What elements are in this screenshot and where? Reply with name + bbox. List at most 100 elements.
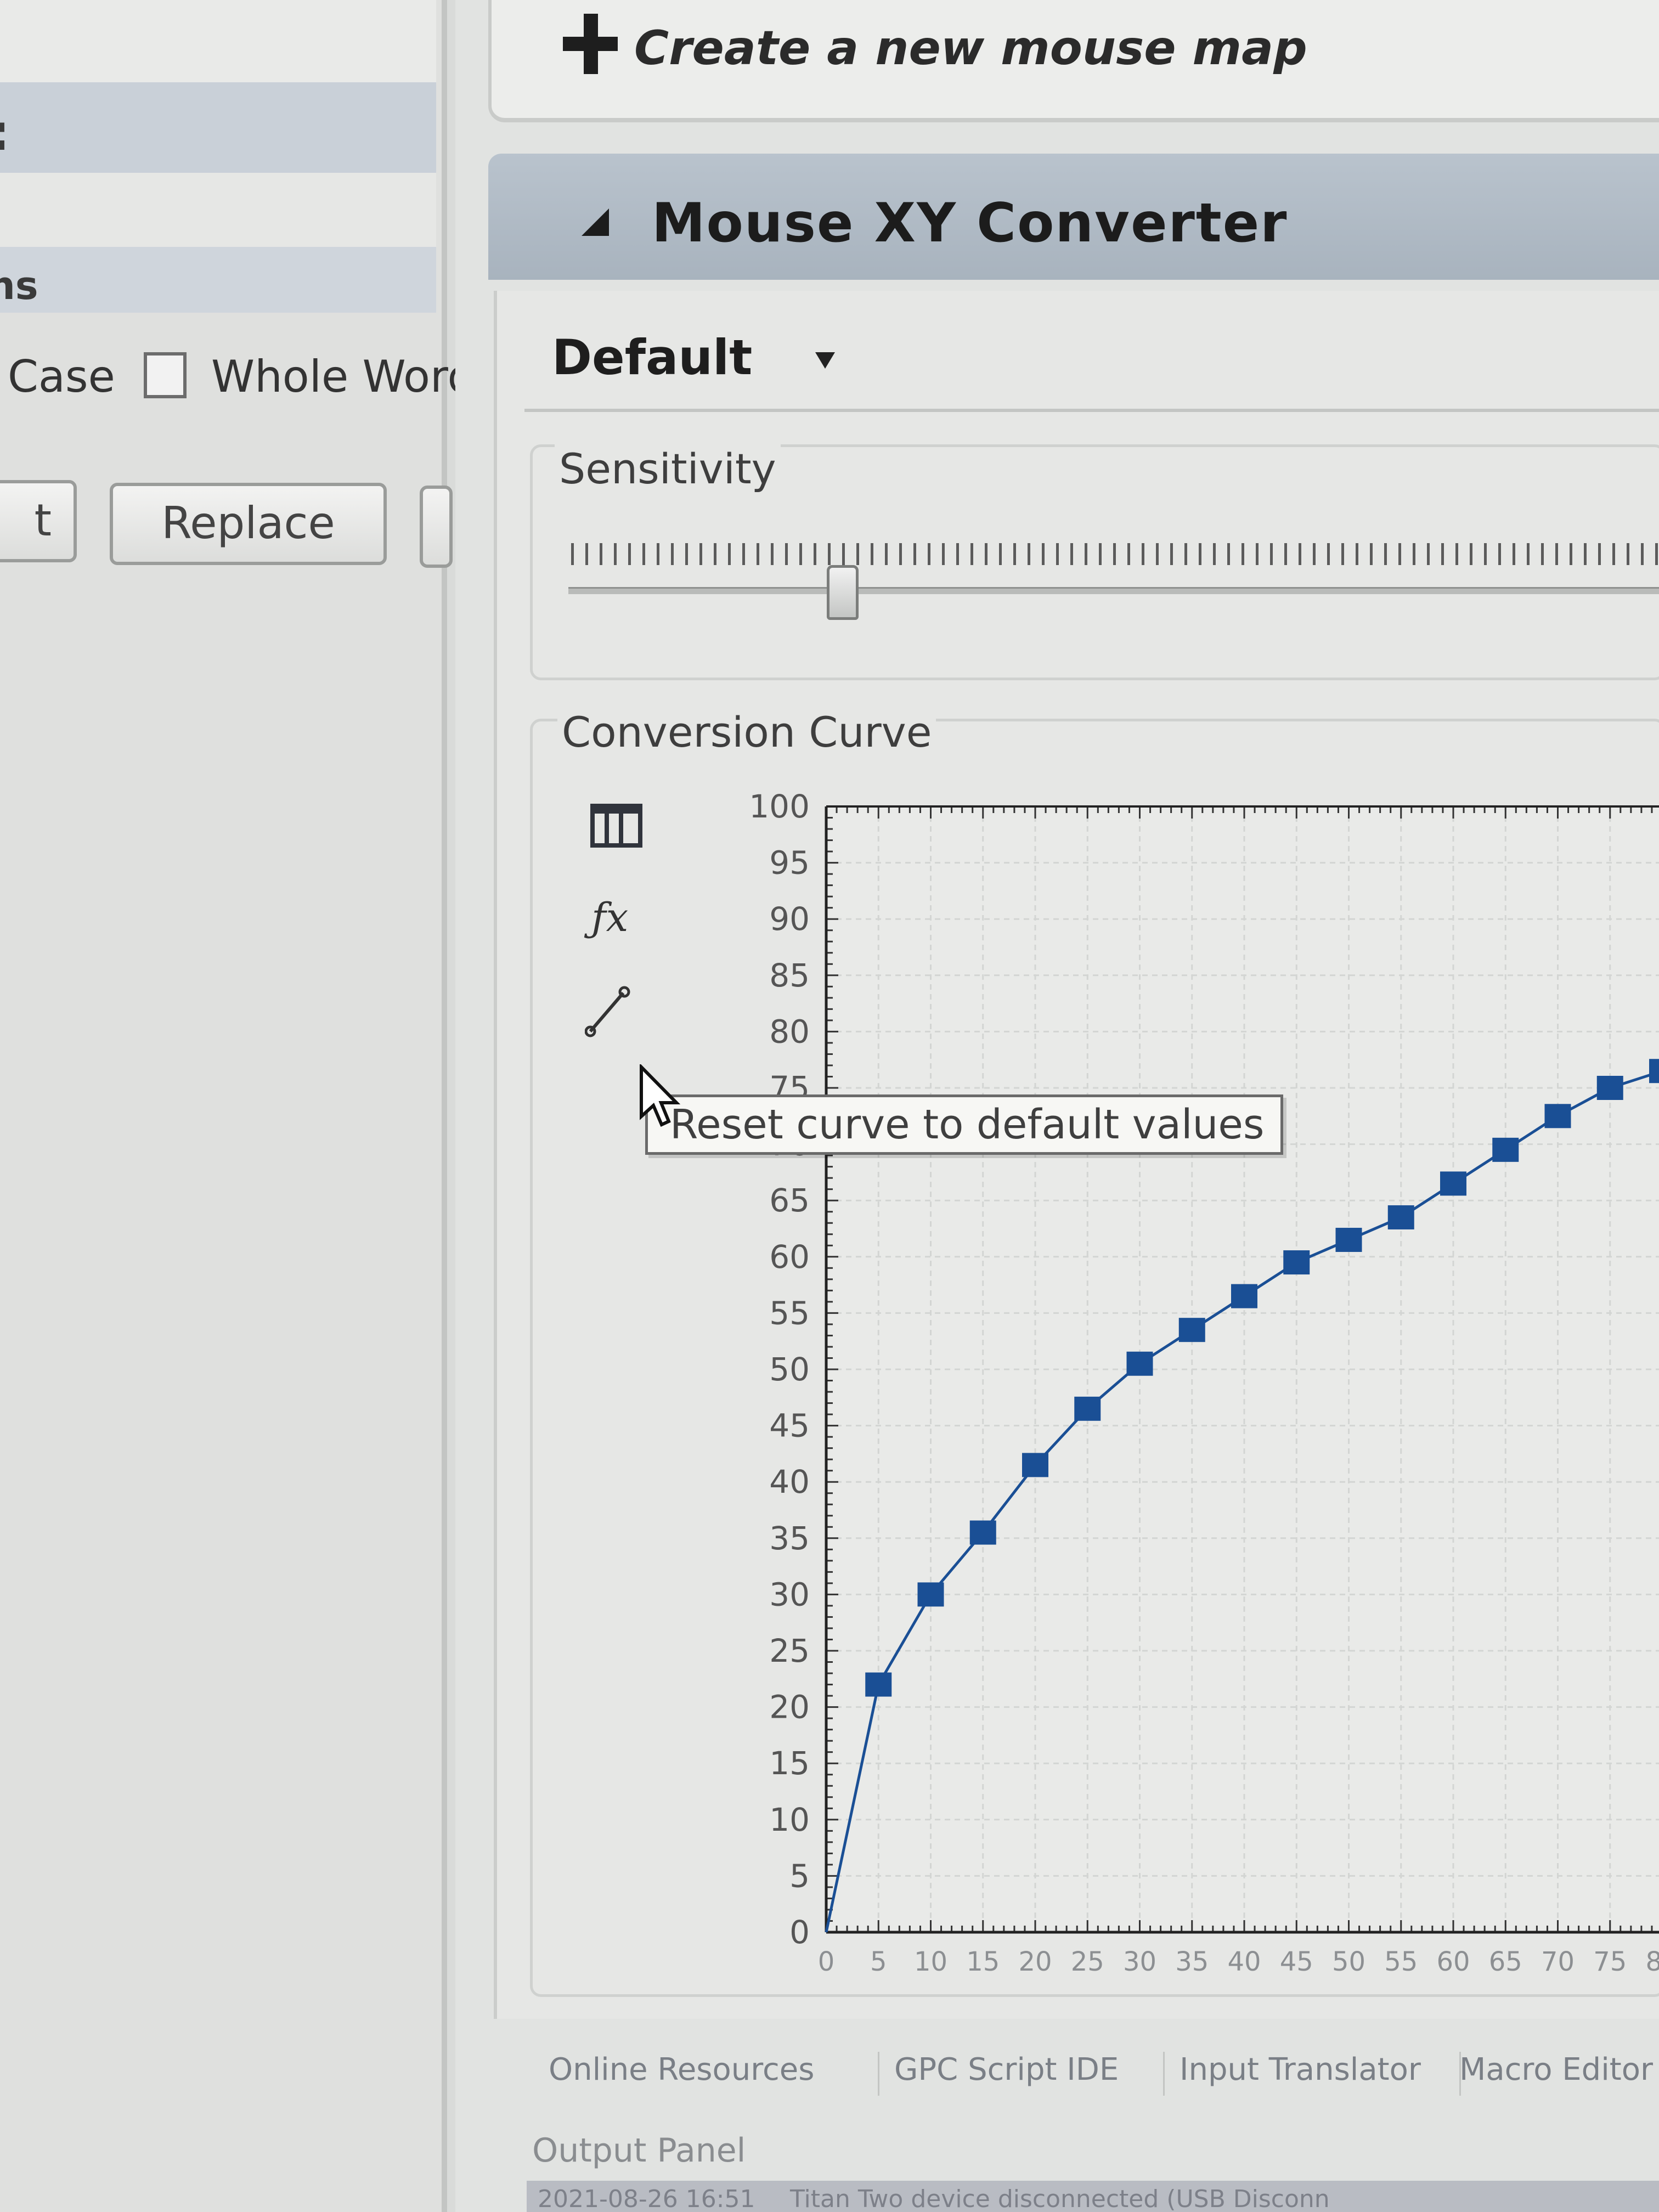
- mouse-cursor-icon: [640, 1064, 681, 1127]
- y-tick-label: 15: [769, 1745, 810, 1782]
- curve-point[interactable]: [969, 1520, 996, 1545]
- x-tick-label: 80: [1645, 1946, 1659, 1977]
- y-tick-label: 0: [789, 1914, 810, 1951]
- y-tick-label: 55: [769, 1294, 810, 1331]
- search-options: Case Whole Word: [0, 340, 475, 406]
- x-tick-label: 75: [1593, 1946, 1627, 1977]
- y-tick-label: 80: [769, 1013, 810, 1050]
- output-log: 2021-08-26 16:51 Titan Two device discon…: [527, 2181, 1659, 2212]
- curve-point[interactable]: [1126, 1351, 1153, 1376]
- mouse-map-panel: Create a new mouse map Mouse XY Converte…: [455, 0, 1659, 2212]
- curve-point[interactable]: [1231, 1284, 1257, 1308]
- section-header: :: [0, 82, 436, 173]
- curve-point[interactable]: [1596, 1076, 1623, 1100]
- x-tick-label: 15: [966, 1946, 1000, 1977]
- y-tick-label: 35: [769, 1520, 810, 1557]
- whole-word-checkbox[interactable]: [144, 352, 187, 398]
- plus-icon: [563, 14, 618, 74]
- curve-point[interactable]: [1440, 1171, 1466, 1196]
- match-case-label[interactable]: Case: [8, 351, 115, 402]
- whole-word-label[interactable]: Whole Word: [211, 351, 476, 402]
- curve-point[interactable]: [1074, 1396, 1101, 1421]
- curve-point[interactable]: [1544, 1104, 1571, 1128]
- sensitivity-group: [530, 444, 1659, 680]
- curve-point[interactable]: [1178, 1318, 1205, 1342]
- y-tick-label: 40: [769, 1463, 810, 1500]
- curve-edit-icon[interactable]: [585, 982, 634, 1042]
- options-header-text: ns: [0, 263, 38, 308]
- mouse-xy-converter-header[interactable]: Mouse XY Converter: [488, 154, 1659, 280]
- tab-separator: [878, 2052, 879, 2096]
- curve-point[interactable]: [1492, 1137, 1519, 1162]
- curve-point[interactable]: [1387, 1205, 1414, 1229]
- sensitivity-slider-thumb[interactable]: [827, 565, 859, 620]
- fx-icon[interactable]: ƒx: [591, 894, 629, 940]
- conversion-curve-chart[interactable]: 0 5 10 15 20 25 30 35 40 45 50 55 60 65 70 75 80 0 5 10 15 20…: [497, 291, 1659, 2019]
- y-tick-label: 30: [769, 1576, 810, 1613]
- output-panel-label: Output Panel: [532, 2131, 746, 2170]
- y-tick-label: 45: [769, 1407, 810, 1444]
- x-tick-label: 30: [1123, 1946, 1156, 1977]
- tab-gpc-script-ide[interactable]: GPC Script IDE: [894, 2052, 1119, 2087]
- tab-separator: [1459, 2052, 1461, 2096]
- curve-point[interactable]: [917, 1582, 944, 1607]
- log-timestamp: 2021-08-26 16:51: [538, 2185, 755, 2212]
- replace-field[interactable]: [0, 173, 436, 247]
- find-replace-panel: : ns Case Whole Word t Replace: [0, 0, 475, 2212]
- y-tick-label: 20: [769, 1689, 810, 1726]
- x-tick-label: 35: [1175, 1946, 1209, 1977]
- conversion-curve-label: Conversion Curve: [557, 708, 936, 757]
- chevron-down-icon[interactable]: [815, 352, 835, 369]
- tab-separator: [1163, 2052, 1165, 2096]
- replace-button[interactable]: Replace: [110, 483, 387, 565]
- sensitivity-label: Sensitivity: [555, 444, 781, 493]
- create-mouse-map-label: Create a new mouse map: [634, 21, 1307, 76]
- y-tick-label: 85: [769, 957, 810, 994]
- x-tick-label: 50: [1332, 1946, 1365, 1977]
- divider: [524, 409, 1659, 412]
- slider-ticks: [571, 543, 1659, 565]
- bottom-tabs: Online Resources GPC Script IDE Input Tr…: [527, 2041, 1659, 2107]
- tab-input-translator[interactable]: Input Translator: [1180, 2052, 1421, 2087]
- y-tick-label: 90: [769, 900, 810, 938]
- x-tick-label: 10: [914, 1946, 947, 1977]
- curve-point[interactable]: [1335, 1228, 1362, 1252]
- y-tick-label: 25: [769, 1632, 810, 1669]
- curve-point[interactable]: [1283, 1250, 1310, 1275]
- y-tick-label: 50: [769, 1351, 810, 1388]
- conversion-curve-group: [530, 719, 1659, 1997]
- x-tick-label: 55: [1384, 1946, 1418, 1977]
- x-tick-label: 0: [818, 1946, 835, 1977]
- x-tick-label: 20: [1018, 1946, 1052, 1977]
- reset-curve-tooltip: Reset curve to default values: [645, 1094, 1284, 1155]
- create-mouse-map-button[interactable]: Create a new mouse map: [488, 0, 1659, 122]
- find-field[interactable]: [0, 0, 436, 84]
- y-tick-label: 100: [749, 788, 810, 825]
- y-tick-label: 60: [769, 1238, 810, 1276]
- y-tick-label: 95: [769, 844, 810, 882]
- x-tick-label: 65: [1489, 1946, 1522, 1977]
- curve-point[interactable]: [1022, 1453, 1048, 1477]
- preset-dropdown[interactable]: Default: [552, 329, 753, 386]
- curve-point[interactable]: [1649, 1059, 1659, 1084]
- find-next-button[interactable]: t: [0, 480, 77, 562]
- replace-all-button[interactable]: [420, 486, 453, 568]
- x-tick-label: 60: [1436, 1946, 1470, 1977]
- x-tick-label: 70: [1541, 1946, 1575, 1977]
- x-tick-label: 5: [870, 1946, 887, 1977]
- y-tick-label: 10: [769, 1801, 810, 1838]
- tab-macro-editor[interactable]: Macro Editor: [1459, 2052, 1654, 2087]
- x-tick-label: 45: [1280, 1946, 1313, 1977]
- tab-online-resources[interactable]: Online Resources: [549, 2052, 815, 2087]
- converter-content: Default Sensitivity Conversion Curve ƒx …: [494, 291, 1659, 2019]
- y-tick-label: 5: [789, 1857, 810, 1894]
- x-tick-label: 25: [1071, 1946, 1104, 1977]
- panel-title: Mouse XY Converter: [652, 192, 1288, 255]
- curve-point[interactable]: [865, 1672, 892, 1697]
- log-message: Titan Two device disconnected (USB Disco…: [790, 2185, 1330, 2212]
- options-header: ns: [0, 247, 436, 313]
- y-tick-label: 65: [769, 1182, 810, 1219]
- table-icon[interactable]: [590, 804, 642, 848]
- section-header-text: :: [0, 104, 10, 162]
- collapse-triangle-icon[interactable]: [582, 208, 609, 236]
